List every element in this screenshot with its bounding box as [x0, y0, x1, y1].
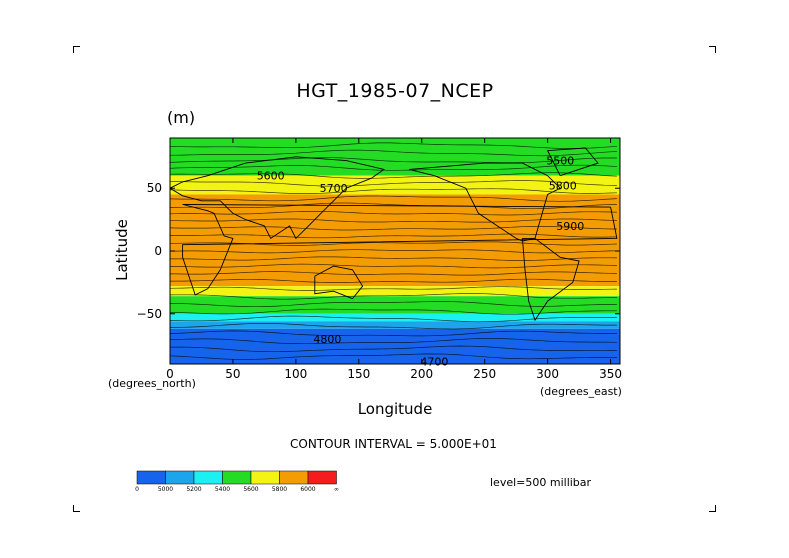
x-tick-label: 50: [225, 367, 240, 381]
x-axis-label: Longitude: [357, 400, 433, 418]
contour-line: [169, 188, 617, 194]
colorbar-label: 5000: [158, 486, 173, 493]
contour-label: 5800: [549, 180, 577, 193]
field-band: [170, 286, 620, 297]
contour-label: 5500: [546, 155, 574, 168]
contour-line: [169, 286, 617, 291]
contour-line: [170, 202, 617, 210]
x-tick-label: 200: [410, 367, 433, 381]
contour-interval-text: CONTOUR INTERVAL = 5.000E+01: [290, 437, 497, 451]
contour-line: [169, 330, 617, 337]
y-tick-label: 50: [147, 181, 162, 195]
contour-line: [170, 218, 617, 223]
colorbar-swatch: [250, 470, 280, 485]
contour-line: [169, 164, 617, 171]
contour-line: [169, 233, 617, 239]
coastline: [182, 204, 618, 296]
chart-title: HGT_1985-07_NCEP: [296, 80, 494, 102]
x-unit-label: (degrees_north): [108, 377, 196, 390]
units-label: (m): [167, 108, 196, 127]
colorbar-label: 6000: [300, 486, 315, 493]
colorbar-swatch: [222, 470, 252, 485]
field-band: [170, 321, 620, 329]
contour-label: 5900: [556, 220, 584, 233]
contour-line: [169, 322, 617, 330]
field-band: [170, 296, 620, 314]
contour-label: 4800: [313, 333, 341, 346]
contour-line: [169, 315, 617, 323]
x-tick-label: 250: [473, 367, 496, 381]
colorbar-label: 5800: [272, 486, 287, 493]
colorbar-swatch: [307, 470, 337, 485]
x-tick-label: 300: [536, 367, 559, 381]
x-tick-label: 0: [166, 367, 174, 381]
colorbar-swatch: [193, 470, 223, 485]
contour-line: [169, 308, 617, 315]
coastline: [546, 147, 599, 177]
coastline: [169, 156, 386, 240]
colorbar-label: 5600: [243, 486, 258, 493]
coastline: [409, 162, 561, 242]
coastline: [314, 265, 364, 300]
colorbar-swatch: [136, 470, 166, 485]
contour-label: 5700: [320, 182, 348, 195]
contour-line: [169, 301, 617, 308]
x-tick-label: 350: [599, 367, 622, 381]
corner-mark-bottom-left: [73, 505, 80, 512]
field-band: [170, 175, 620, 195]
x-tick-label: 100: [284, 367, 307, 381]
colorbar-swatch: [279, 470, 309, 485]
contour-line: [170, 278, 617, 283]
field-band: [170, 138, 620, 176]
y-tick-label: 0: [154, 244, 162, 258]
contour-label: 5600: [257, 170, 285, 183]
contour-line: [169, 338, 617, 345]
y-tick-label: −50: [137, 307, 162, 321]
colorbar-swatch: [165, 470, 195, 485]
coastline: [521, 237, 580, 322]
contour-label: 4700: [420, 355, 448, 368]
contour-line: [169, 157, 617, 164]
y-unit-label: (degrees_east): [540, 385, 622, 398]
contour-line: [169, 195, 617, 202]
corner-mark-top-left: [73, 46, 80, 53]
contour-line: [169, 353, 617, 360]
corner-mark-bottom-right: [709, 505, 716, 512]
colorbar-label: 5200: [186, 486, 201, 493]
contour-line: [170, 271, 617, 276]
field-band: [170, 313, 620, 322]
contour-line: [169, 226, 617, 231]
contour-line: [170, 249, 617, 254]
contour-line: [169, 180, 617, 187]
contour-line: [169, 142, 617, 149]
field-band: [170, 194, 620, 287]
colorbar-label: 5400: [215, 486, 230, 493]
contour-line: [169, 293, 617, 300]
contour-line: [170, 345, 617, 353]
contour-line: [170, 149, 617, 157]
contour-line: [169, 256, 617, 261]
contour-line: [170, 263, 617, 269]
x-tick-label: 150: [347, 367, 370, 381]
colorbar-label: ∞: [334, 486, 339, 493]
level-text: level=500 millibar: [490, 476, 592, 489]
colorbar-label: 0: [135, 486, 139, 493]
field-band: [170, 328, 620, 364]
corner-mark-top-right: [709, 46, 716, 53]
